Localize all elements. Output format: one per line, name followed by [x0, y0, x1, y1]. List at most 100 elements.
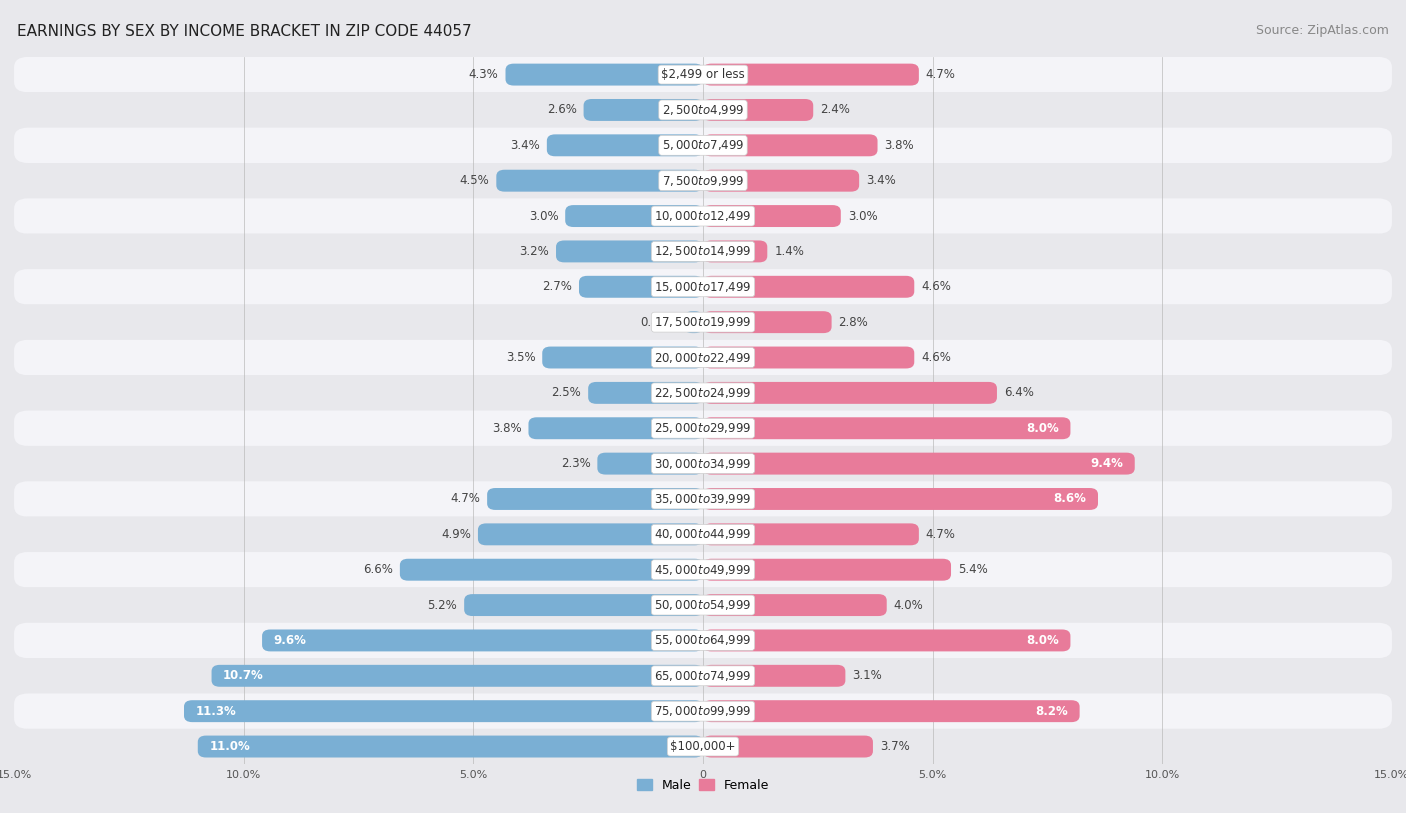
FancyBboxPatch shape: [198, 736, 703, 758]
Text: $50,000 to $54,999: $50,000 to $54,999: [654, 598, 752, 612]
FancyBboxPatch shape: [14, 659, 1392, 693]
FancyBboxPatch shape: [464, 594, 703, 616]
FancyBboxPatch shape: [703, 629, 1070, 651]
Text: $22,500 to $24,999: $22,500 to $24,999: [654, 386, 752, 400]
FancyBboxPatch shape: [703, 665, 845, 687]
FancyBboxPatch shape: [703, 524, 920, 546]
Text: $45,000 to $49,999: $45,000 to $49,999: [654, 563, 752, 576]
FancyBboxPatch shape: [14, 446, 1392, 481]
FancyBboxPatch shape: [579, 276, 703, 298]
Text: $2,499 or less: $2,499 or less: [661, 68, 745, 81]
Text: 8.0%: 8.0%: [1026, 422, 1059, 435]
Text: 3.1%: 3.1%: [852, 669, 882, 682]
Text: 8.6%: 8.6%: [1053, 493, 1087, 506]
Text: $7,500 to $9,999: $7,500 to $9,999: [662, 174, 744, 188]
Text: 9.6%: 9.6%: [274, 634, 307, 647]
Text: $35,000 to $39,999: $35,000 to $39,999: [654, 492, 752, 506]
Text: $10,000 to $12,499: $10,000 to $12,499: [654, 209, 752, 223]
Text: $55,000 to $64,999: $55,000 to $64,999: [654, 633, 752, 647]
FancyBboxPatch shape: [399, 559, 703, 580]
FancyBboxPatch shape: [14, 623, 1392, 659]
Text: $20,000 to $22,499: $20,000 to $22,499: [654, 350, 752, 364]
FancyBboxPatch shape: [496, 170, 703, 192]
Text: 6.4%: 6.4%: [1004, 386, 1033, 399]
Text: 5.2%: 5.2%: [427, 598, 457, 611]
FancyBboxPatch shape: [14, 92, 1392, 128]
FancyBboxPatch shape: [703, 736, 873, 758]
FancyBboxPatch shape: [14, 234, 1392, 269]
Text: 10.7%: 10.7%: [224, 669, 264, 682]
FancyBboxPatch shape: [14, 340, 1392, 375]
Text: 11.0%: 11.0%: [209, 740, 250, 753]
Text: $65,000 to $74,999: $65,000 to $74,999: [654, 669, 752, 683]
FancyBboxPatch shape: [703, 700, 1080, 722]
FancyBboxPatch shape: [211, 665, 703, 687]
FancyBboxPatch shape: [598, 453, 703, 475]
FancyBboxPatch shape: [14, 729, 1392, 764]
Text: $17,500 to $19,999: $17,500 to $19,999: [654, 315, 752, 329]
FancyBboxPatch shape: [184, 700, 703, 722]
FancyBboxPatch shape: [703, 170, 859, 192]
FancyBboxPatch shape: [703, 488, 1098, 510]
FancyBboxPatch shape: [588, 382, 703, 404]
FancyBboxPatch shape: [529, 417, 703, 439]
FancyBboxPatch shape: [478, 524, 703, 546]
Legend: Male, Female: Male, Female: [631, 774, 775, 797]
FancyBboxPatch shape: [703, 134, 877, 156]
Text: 3.2%: 3.2%: [519, 245, 550, 258]
Text: 3.5%: 3.5%: [506, 351, 536, 364]
Text: 2.6%: 2.6%: [547, 103, 576, 116]
Text: EARNINGS BY SEX BY INCOME BRACKET IN ZIP CODE 44057: EARNINGS BY SEX BY INCOME BRACKET IN ZIP…: [17, 24, 471, 39]
Text: 1.4%: 1.4%: [775, 245, 804, 258]
FancyBboxPatch shape: [14, 128, 1392, 163]
Text: 3.8%: 3.8%: [492, 422, 522, 435]
Text: 3.0%: 3.0%: [848, 210, 877, 223]
Text: 4.6%: 4.6%: [921, 280, 950, 293]
Text: 5.4%: 5.4%: [957, 563, 987, 576]
Text: 6.6%: 6.6%: [363, 563, 392, 576]
FancyBboxPatch shape: [555, 241, 703, 263]
Text: 2.7%: 2.7%: [543, 280, 572, 293]
FancyBboxPatch shape: [685, 311, 703, 333]
FancyBboxPatch shape: [543, 346, 703, 368]
Text: $75,000 to $99,999: $75,000 to $99,999: [654, 704, 752, 718]
FancyBboxPatch shape: [14, 57, 1392, 92]
FancyBboxPatch shape: [14, 375, 1392, 411]
FancyBboxPatch shape: [703, 311, 831, 333]
Text: 9.4%: 9.4%: [1091, 457, 1123, 470]
Text: 3.4%: 3.4%: [866, 174, 896, 187]
Text: $15,000 to $17,499: $15,000 to $17,499: [654, 280, 752, 293]
Text: 3.8%: 3.8%: [884, 139, 914, 152]
Text: $100,000+: $100,000+: [671, 740, 735, 753]
FancyBboxPatch shape: [14, 269, 1392, 304]
Text: $40,000 to $44,999: $40,000 to $44,999: [654, 528, 752, 541]
FancyBboxPatch shape: [703, 276, 914, 298]
Text: 4.7%: 4.7%: [925, 68, 956, 81]
Text: $25,000 to $29,999: $25,000 to $29,999: [654, 421, 752, 435]
Text: 3.0%: 3.0%: [529, 210, 558, 223]
Text: $12,500 to $14,999: $12,500 to $14,999: [654, 245, 752, 259]
FancyBboxPatch shape: [14, 163, 1392, 198]
FancyBboxPatch shape: [14, 693, 1392, 729]
FancyBboxPatch shape: [583, 99, 703, 121]
Text: 4.7%: 4.7%: [450, 493, 481, 506]
FancyBboxPatch shape: [703, 382, 997, 404]
FancyBboxPatch shape: [486, 488, 703, 510]
FancyBboxPatch shape: [703, 559, 950, 580]
Text: 4.5%: 4.5%: [460, 174, 489, 187]
Text: 2.4%: 2.4%: [820, 103, 851, 116]
FancyBboxPatch shape: [14, 411, 1392, 446]
Text: 4.7%: 4.7%: [925, 528, 956, 541]
Text: $2,500 to $4,999: $2,500 to $4,999: [662, 103, 744, 117]
Text: 8.2%: 8.2%: [1035, 705, 1069, 718]
Text: 11.3%: 11.3%: [195, 705, 236, 718]
FancyBboxPatch shape: [703, 346, 914, 368]
Text: 2.5%: 2.5%: [551, 386, 581, 399]
FancyBboxPatch shape: [262, 629, 703, 651]
FancyBboxPatch shape: [703, 241, 768, 263]
Text: Source: ZipAtlas.com: Source: ZipAtlas.com: [1256, 24, 1389, 37]
FancyBboxPatch shape: [703, 594, 887, 616]
FancyBboxPatch shape: [14, 198, 1392, 234]
Text: 4.0%: 4.0%: [894, 598, 924, 611]
Text: $5,000 to $7,499: $5,000 to $7,499: [662, 138, 744, 152]
